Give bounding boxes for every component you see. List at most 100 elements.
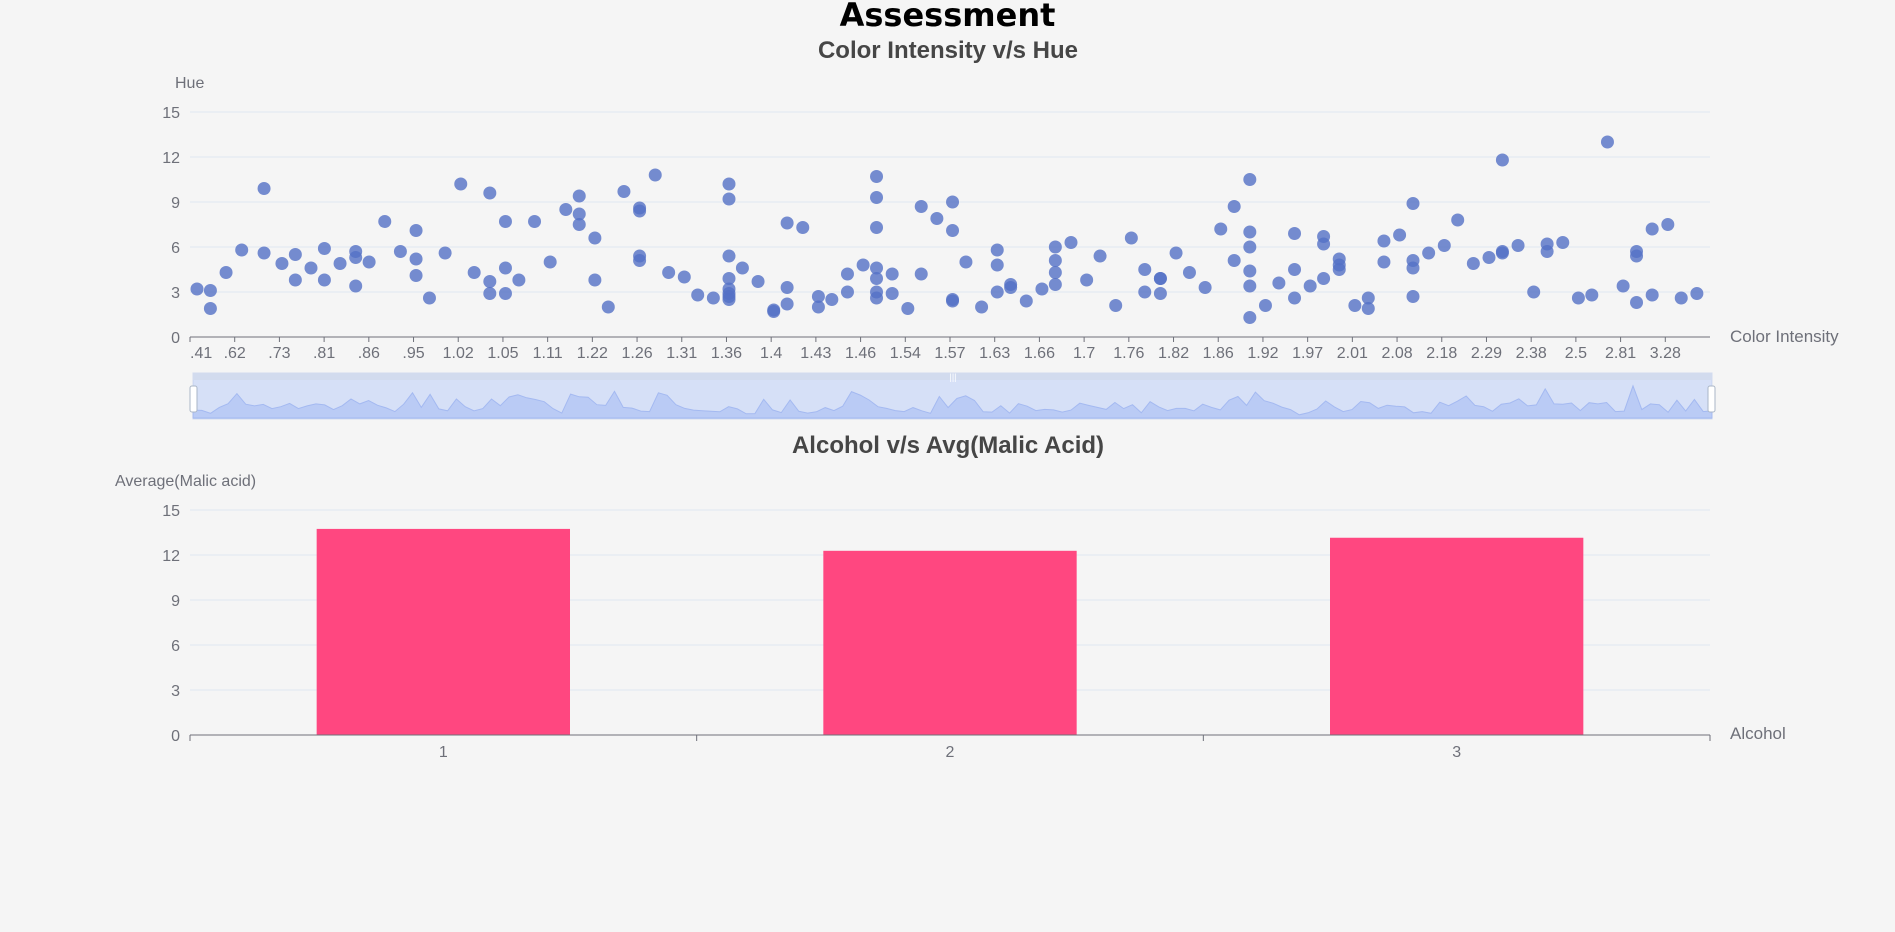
scatter-point[interactable] <box>483 275 497 288</box>
scatter-point[interactable] <box>1227 254 1241 267</box>
bar[interactable] <box>1330 537 1584 735</box>
scatter-point[interactable] <box>1377 234 1391 248</box>
bar[interactable] <box>316 528 570 735</box>
scatter-point[interactable] <box>1495 153 1509 167</box>
scatter-point[interactable] <box>1348 299 1362 312</box>
scatter-point[interactable] <box>722 192 736 206</box>
scatter-point[interactable] <box>856 258 870 272</box>
scatter-point[interactable] <box>930 212 944 225</box>
scatter-point[interactable] <box>1288 227 1302 240</box>
scatter-point[interactable] <box>438 246 452 260</box>
scatter-point[interactable] <box>1243 264 1257 278</box>
scatter-point[interactable] <box>1243 279 1257 293</box>
scatter-point[interactable] <box>870 221 884 234</box>
scatter-point[interactable] <box>780 297 794 311</box>
scatter-point[interactable] <box>946 294 960 308</box>
scatter-point[interactable] <box>349 279 363 293</box>
scatter-point[interactable] <box>975 300 989 314</box>
scatter-point[interactable] <box>722 293 736 306</box>
scatter-point[interactable] <box>275 257 289 270</box>
scatter-point[interactable] <box>317 273 331 287</box>
scatter-point[interactable] <box>203 284 217 297</box>
scatter-point[interactable] <box>362 255 376 269</box>
scatter-point[interactable] <box>662 266 676 279</box>
scatter-point[interactable] <box>483 186 497 200</box>
data-zoom-selected-range[interactable] <box>193 373 1712 419</box>
scatter-point[interactable] <box>1153 287 1167 300</box>
scatter-point[interactable] <box>840 267 854 281</box>
scatter-point[interactable] <box>1437 239 1451 252</box>
scatter-point[interactable] <box>454 177 468 191</box>
scatter-point[interactable] <box>1571 291 1585 305</box>
scatter-point[interactable] <box>528 215 542 228</box>
scatter-point[interactable] <box>257 182 271 195</box>
scatter-point[interactable] <box>422 291 436 305</box>
data-zoom-left-handle[interactable] <box>189 385 198 413</box>
scatter-point[interactable] <box>1495 246 1509 260</box>
scatter-point[interactable] <box>1527 285 1541 299</box>
scatter-point[interactable] <box>1048 240 1062 254</box>
scatter-point[interactable] <box>1182 266 1196 279</box>
scatter-point[interactable] <box>409 252 423 266</box>
scatter-point[interactable] <box>870 291 884 305</box>
scatter-point[interactable] <box>219 266 233 279</box>
scatter-point[interactable] <box>1035 282 1049 296</box>
scatter-point[interactable] <box>235 243 249 257</box>
scatter-point[interactable] <box>1272 276 1286 290</box>
scatter-point[interactable] <box>780 281 794 294</box>
scatter-point[interactable] <box>1317 272 1331 285</box>
scatter-point[interactable] <box>467 266 481 279</box>
scatter-point[interactable] <box>946 195 960 209</box>
scatter-point[interactable] <box>870 170 884 183</box>
scatter-point[interactable] <box>1600 135 1614 149</box>
scatter-point[interactable] <box>735 261 749 275</box>
scatter-point[interactable] <box>691 288 705 302</box>
scatter-point[interactable] <box>1138 263 1152 276</box>
scatter-point[interactable] <box>811 300 825 314</box>
scatter-point[interactable] <box>1406 197 1420 210</box>
scatter-point[interactable] <box>990 258 1004 272</box>
scatter-point[interactable] <box>588 231 602 245</box>
scatter-point[interactable] <box>914 200 928 213</box>
scatter-point[interactable] <box>1630 249 1644 263</box>
scatter-point[interactable] <box>1093 249 1107 263</box>
data-zoom-slider[interactable]: ||| <box>189 372 1716 420</box>
scatter-point[interactable] <box>1019 294 1033 308</box>
scatter-point[interactable] <box>498 261 512 275</box>
scatter-point[interactable] <box>317 242 331 255</box>
scatter-point[interactable] <box>1317 237 1331 251</box>
scatter-point[interactable] <box>901 302 915 315</box>
data-zoom-right-handle[interactable] <box>1707 385 1716 413</box>
scatter-point[interactable] <box>288 248 302 261</box>
scatter-point[interactable] <box>393 245 407 258</box>
scatter-point[interactable] <box>706 291 720 305</box>
scatter-point[interactable] <box>1406 261 1420 275</box>
scatter-point[interactable] <box>588 273 602 287</box>
scatter-point[interactable] <box>1080 273 1094 287</box>
scatter-point[interactable] <box>1048 266 1062 279</box>
scatter-point[interactable] <box>1332 263 1346 276</box>
scatter-point[interactable] <box>722 272 736 285</box>
scatter-point[interactable] <box>1422 246 1436 260</box>
scatter-point[interactable] <box>825 293 839 306</box>
scatter-point[interactable] <box>1198 281 1212 294</box>
scatter-point[interactable] <box>1540 245 1554 258</box>
scatter-point[interactable] <box>617 185 631 198</box>
scatter-point[interactable] <box>288 273 302 287</box>
scatter-point[interactable] <box>751 275 765 288</box>
scatter-point[interactable] <box>1556 236 1570 249</box>
scatter-point[interactable] <box>1451 213 1465 227</box>
scatter-point[interactable] <box>498 215 512 228</box>
scatter-point[interactable] <box>304 261 318 275</box>
scatter-point[interactable] <box>512 273 526 287</box>
scatter-point[interactable] <box>1124 231 1138 245</box>
scatter-point[interactable] <box>1138 285 1152 299</box>
scatter-point[interactable] <box>677 270 691 284</box>
scatter-point[interactable] <box>1393 228 1407 242</box>
scatter-point[interactable] <box>333 257 347 270</box>
scatter-point[interactable] <box>572 207 586 221</box>
scatter-point[interactable] <box>959 255 973 269</box>
scatter-point[interactable] <box>1153 272 1167 285</box>
scatter-point[interactable] <box>349 251 363 264</box>
scatter-point[interactable] <box>1303 279 1317 293</box>
